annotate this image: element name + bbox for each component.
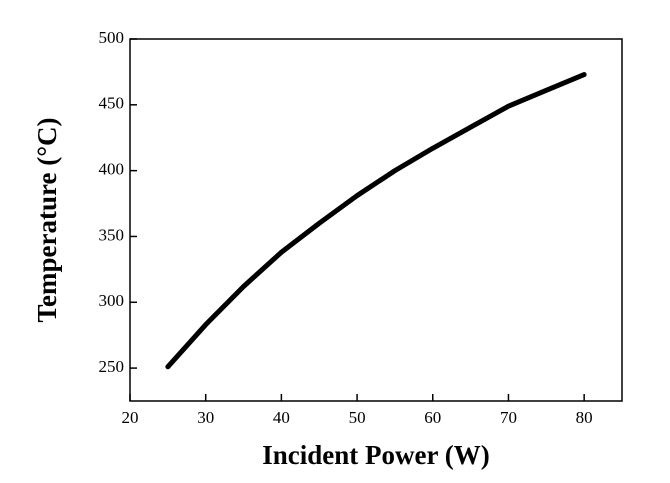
x-tick-label: 60	[424, 408, 441, 427]
y-axis-title: Temperature (°C)	[32, 117, 62, 322]
x-tick-label: 40	[273, 408, 290, 427]
y-tick-label: 250	[99, 357, 125, 376]
x-tick-label: 70	[500, 408, 517, 427]
data-line	[165, 72, 587, 370]
y-tick-label: 500	[99, 28, 125, 47]
x-tick-label: 30	[197, 408, 214, 427]
y-tick-label: 350	[99, 225, 125, 244]
x-tick-label: 50	[349, 408, 366, 427]
y-tick-label: 450	[99, 94, 125, 113]
y-tick-label: 300	[99, 291, 125, 310]
y-tick-label: 400	[99, 160, 125, 179]
x-axis-title: Incident Power (W)	[262, 440, 489, 470]
x-tick-label: 80	[576, 408, 593, 427]
x-tick-label: 20	[122, 408, 139, 427]
plot-frame	[129, 38, 623, 402]
